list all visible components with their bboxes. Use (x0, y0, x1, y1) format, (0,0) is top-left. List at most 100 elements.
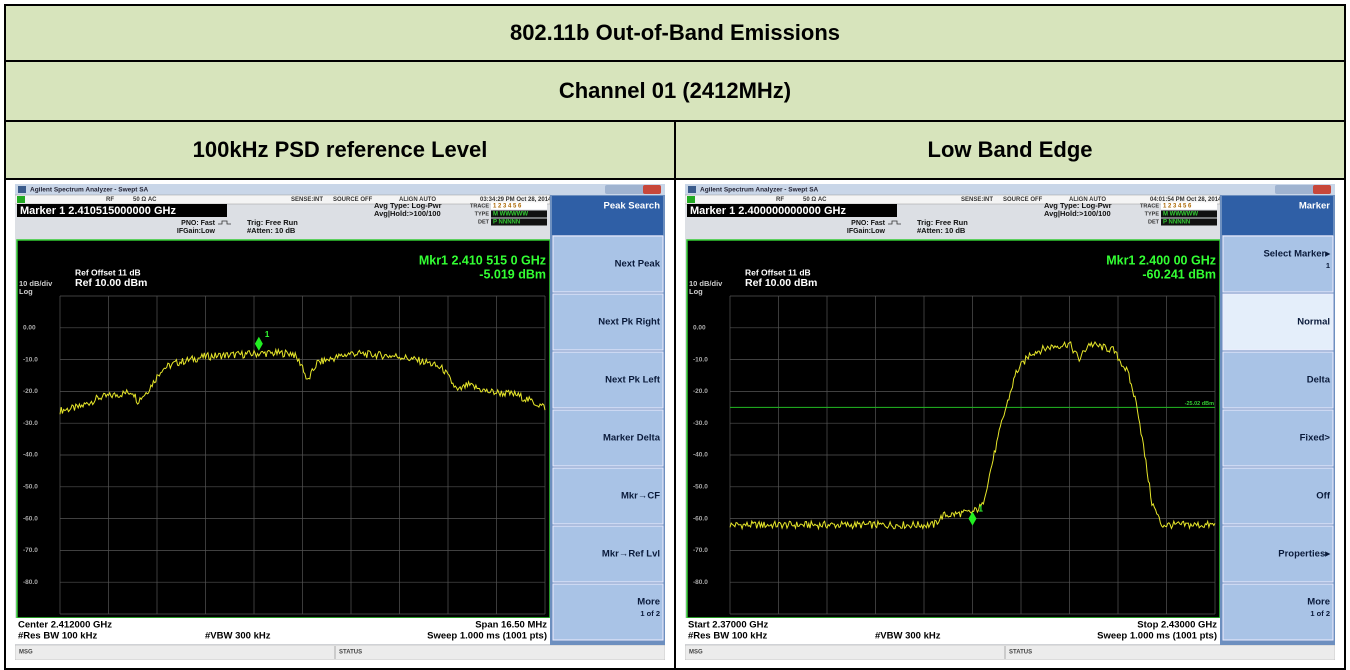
softkey-label: Normal (1297, 317, 1330, 328)
scale-type: Log (689, 287, 703, 296)
footer-text: Sweep 1.000 ms (1001 pts) (1097, 631, 1217, 642)
y-label: -70.0 (693, 547, 708, 554)
status-text: 04:01:54 PM Oct 28, 2014 (1150, 197, 1222, 203)
softkey-label: Delta (1307, 375, 1331, 386)
display-line-label: -25.02 dBm (1185, 401, 1214, 407)
trace-value: P NNNNN (1163, 220, 1190, 226)
trace-label: TYPE (475, 211, 490, 217)
screenshot-cell: Agilent Spectrum Analyzer - Swept SA RF 50… (675, 179, 1345, 669)
softkey-label: Mkr→Ref Lvl (602, 549, 660, 560)
ifgain: IFGain:Low (847, 228, 886, 235)
trace-label: TRACE (470, 203, 489, 209)
softkey-label: Fixed> (1300, 433, 1331, 444)
trace-value: 1 2 3 4 5 6 (493, 204, 522, 210)
footer-text: Center 2.412000 GHz (18, 620, 112, 631)
window-title: Agilent Spectrum Analyzer - Swept SA (700, 187, 819, 194)
y-label: 0.00 (23, 325, 36, 332)
title: 802.11b Out-of-Band Emissions (5, 5, 1345, 61)
page: 802.11b Out-of-Band Emissions Channel 01… (0, 0, 1350, 670)
footer-text: Stop 2.43000 GHz (1137, 620, 1217, 631)
marker-number: 1 (979, 505, 984, 514)
marker-level: -60.241 dBm (1142, 267, 1216, 281)
status-label: STATUS (1009, 650, 1032, 656)
status-text: SOURCE OFF (1003, 197, 1043, 203)
status-text: 03:34:29 PM Oct 28, 2014 (480, 197, 552, 203)
footer-text: #Res BW 100 kHz (688, 631, 767, 642)
footer-text: #VBW 300 kHz (205, 631, 271, 642)
softkey-label: Next Pk Left (605, 375, 661, 386)
footer-text: #Res BW 100 kHz (18, 631, 97, 642)
y-label: -10.0 (693, 356, 708, 363)
softkey-title: Peak Search (603, 201, 660, 212)
y-label: -80.0 (693, 579, 708, 586)
status-text: 50 Ω AC (803, 197, 827, 203)
marker-readout: Marker 1 2.410515000000 GHz (20, 205, 176, 217)
column-heading: Low Band Edge (675, 121, 1345, 179)
msg: MSG (19, 650, 33, 656)
softkey-label: Mkr→CF (621, 491, 660, 502)
y-label: -30.0 (693, 420, 708, 427)
trace-label: DET (478, 219, 490, 225)
y-label: -60.0 (693, 515, 708, 522)
screenshot-cell: Agilent Spectrum Analyzer - Swept SA RF 50… (5, 179, 675, 669)
status-text: SOURCE OFF (333, 197, 373, 203)
pno: PNO: Fast (181, 220, 216, 227)
window-title: Agilent Spectrum Analyzer - Swept SA (30, 187, 149, 194)
softkey-sub: 1 (1326, 261, 1330, 270)
footer-text: #VBW 300 kHz (875, 631, 941, 642)
marker-readout: Marker 1 2.400000000000 GHz (690, 205, 846, 217)
y-label: -50.0 (23, 484, 38, 491)
avg-hold: Avg|Hold:>100/100 (374, 209, 441, 218)
softkey-label: Next Peak (615, 259, 661, 270)
y-label: -40.0 (23, 452, 38, 459)
ref-level: Ref 10.00 dBm (745, 277, 817, 289)
avg-hold: Avg|Hold:>100/100 (1044, 209, 1111, 218)
softkey-label: More (637, 597, 660, 608)
y-label: -80.0 (23, 579, 38, 586)
y-label: -70.0 (23, 547, 38, 554)
ref-offset: Ref Offset 11 dB (745, 267, 811, 277)
marker-number: 1 (265, 330, 270, 339)
trace-label: TYPE (1145, 211, 1160, 217)
status-text: RF (776, 197, 784, 203)
softkey-label: Properties▸ (1278, 549, 1331, 560)
status-text: 50 Ω AC (133, 197, 157, 203)
y-label: -60.0 (23, 515, 38, 522)
trace-value: M WWWWW (1163, 212, 1198, 218)
y-label: 0.00 (693, 325, 706, 332)
trace-label: DET (1148, 219, 1160, 225)
ifgain: IFGain:Low (177, 228, 216, 235)
softkey-label: Next Pk Right (598, 317, 661, 328)
trace-label: TRACE (1140, 203, 1159, 209)
subtitle: Channel 01 (2412MHz) (5, 61, 1345, 121)
column-heading: 100kHz PSD reference Level (5, 121, 675, 179)
status-text: RF (106, 197, 114, 203)
ref-offset: Ref Offset 11 dB (75, 267, 141, 277)
softkey-label: Off (1316, 491, 1331, 502)
status-indicator (17, 196, 25, 203)
y-label: -20.0 (23, 388, 38, 395)
softkey-sub: 1 of 2 (1310, 609, 1330, 618)
status-indicator (687, 196, 695, 203)
y-label: -40.0 (693, 452, 708, 459)
status-label: STATUS (339, 650, 362, 656)
graph-bg (17, 240, 550, 618)
marker-level: -5.019 dBm (479, 267, 546, 281)
y-label: -10.0 (23, 356, 38, 363)
analyzer-screen: Agilent Spectrum Analyzer - Swept SA RF 50… (15, 184, 665, 660)
msg: MSG (689, 650, 703, 656)
y-label: -50.0 (693, 484, 708, 491)
atten: #Atten: 10 dB (247, 226, 296, 235)
pno: PNO: Fast (851, 220, 886, 227)
softkey-sub: 1 of 2 (640, 609, 660, 618)
y-label: -20.0 (693, 388, 708, 395)
trace-value: P NNNNN (493, 220, 520, 226)
app-icon (18, 186, 26, 193)
emissions-table: 802.11b Out-of-Band Emissions Channel 01… (4, 4, 1346, 670)
analyzer-screen: Agilent Spectrum Analyzer - Swept SA RF 50… (685, 184, 1335, 660)
trace-value: M WWWWW (493, 212, 528, 218)
footer-text: Sweep 1.000 ms (1001 pts) (427, 631, 547, 642)
ref-level: Ref 10.00 dBm (75, 277, 147, 289)
atten: #Atten: 10 dB (917, 226, 966, 235)
close-button (1313, 185, 1331, 194)
